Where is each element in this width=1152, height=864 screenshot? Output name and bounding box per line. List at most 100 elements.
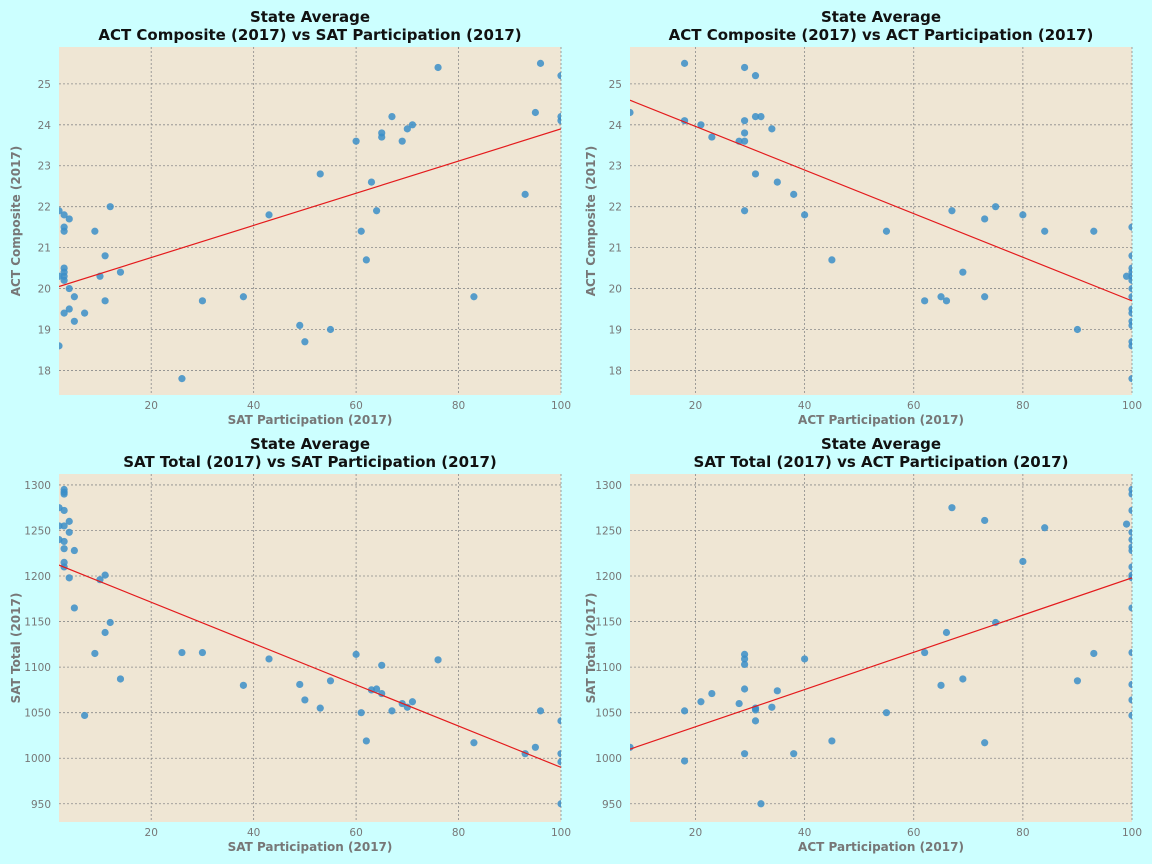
data-point bbox=[1090, 227, 1098, 235]
data-point bbox=[921, 648, 929, 657]
data-point bbox=[357, 227, 365, 235]
data-point bbox=[70, 317, 78, 325]
data-point bbox=[1122, 520, 1131, 528]
data-point bbox=[60, 211, 68, 219]
x-axis-label: SAT Participation (2017) bbox=[228, 840, 393, 854]
data-point bbox=[408, 121, 417, 129]
y-tick-label: 1150 bbox=[595, 617, 622, 629]
marks-layer bbox=[59, 485, 561, 808]
data-point bbox=[1128, 528, 1132, 536]
data-point bbox=[981, 293, 989, 301]
data-point bbox=[352, 137, 360, 145]
x-tick-label: 80 bbox=[1016, 400, 1029, 412]
data-point bbox=[1128, 490, 1132, 498]
data-point bbox=[557, 800, 561, 808]
data-point bbox=[828, 256, 836, 264]
regression-line bbox=[630, 577, 1132, 750]
regression-line bbox=[59, 564, 561, 768]
data-point bbox=[198, 297, 207, 305]
data-point bbox=[1128, 711, 1132, 720]
chart-title-line: State Average bbox=[821, 435, 941, 453]
data-point bbox=[65, 305, 73, 313]
chart-panel-3: 20 40 60 80 100 950 1000 1050 1100 1150 1200 1250 13… bbox=[9, 435, 571, 854]
data-point bbox=[740, 63, 749, 72]
data-point bbox=[740, 137, 749, 145]
y-tick-label: 25 bbox=[609, 79, 622, 91]
data-point bbox=[882, 709, 891, 717]
y-tick-label: 18 bbox=[38, 365, 51, 377]
data-point bbox=[740, 660, 749, 668]
data-point bbox=[1128, 563, 1132, 571]
data-point bbox=[740, 117, 749, 125]
data-point bbox=[1128, 604, 1132, 612]
x-axis-label: ACT Participation (2017) bbox=[798, 413, 964, 427]
data-point bbox=[81, 309, 89, 317]
data-point bbox=[948, 504, 956, 512]
data-point bbox=[296, 321, 304, 329]
data-point bbox=[1128, 648, 1132, 657]
data-point bbox=[790, 750, 798, 758]
data-point bbox=[801, 211, 809, 219]
x-axis-label: ACT Participation (2017) bbox=[798, 840, 964, 854]
x-tick-label: 60 bbox=[907, 400, 920, 412]
data-point bbox=[959, 268, 967, 276]
y-tick-label: 1200 bbox=[24, 571, 51, 583]
data-point bbox=[735, 699, 743, 708]
data-point bbox=[557, 717, 561, 725]
x-tick-label: 100 bbox=[1122, 827, 1142, 839]
data-point bbox=[372, 207, 381, 215]
data-point bbox=[60, 309, 68, 317]
data-point bbox=[1128, 546, 1132, 555]
x-tick-label: 80 bbox=[452, 827, 465, 839]
marks-layer bbox=[630, 59, 1132, 383]
chart-title-line: State Average bbox=[250, 8, 370, 26]
data-point bbox=[708, 133, 716, 141]
data-point bbox=[1128, 506, 1132, 515]
data-point bbox=[1122, 272, 1131, 280]
marks-layer bbox=[59, 59, 561, 383]
data-point bbox=[59, 342, 63, 350]
data-point bbox=[740, 129, 749, 137]
data-point bbox=[378, 661, 386, 669]
data-point bbox=[362, 737, 370, 745]
data-point bbox=[403, 703, 411, 711]
chart-panel-2: 20 40 60 80 100 18 19 20 21 22 23 24 25 ACT Participa… bbox=[584, 8, 1142, 427]
data-point bbox=[1128, 252, 1132, 260]
y-tick-label: 22 bbox=[38, 202, 51, 214]
data-point bbox=[1128, 276, 1132, 284]
chart-panel-1: 20 40 60 80 100 18 19 20 21 22 23 24 25 SAT Participa… bbox=[9, 8, 571, 427]
data-point bbox=[1019, 557, 1027, 566]
data-point bbox=[536, 707, 545, 715]
x-tick-label: 80 bbox=[452, 400, 465, 412]
data-point bbox=[740, 685, 749, 693]
data-point bbox=[398, 137, 406, 145]
y-tick-label: 950 bbox=[602, 799, 622, 811]
data-point bbox=[65, 517, 73, 525]
data-point bbox=[70, 546, 78, 555]
y-tick-label: 20 bbox=[38, 284, 51, 296]
data-point bbox=[65, 215, 73, 223]
x-tick-label: 60 bbox=[349, 400, 362, 412]
data-point bbox=[65, 574, 73, 582]
data-point bbox=[198, 648, 207, 657]
y-tick-label: 1100 bbox=[595, 662, 622, 674]
data-point bbox=[680, 59, 689, 67]
data-point bbox=[326, 325, 335, 334]
data-point bbox=[388, 113, 396, 121]
data-point bbox=[937, 681, 945, 689]
marks-layer bbox=[630, 485, 1132, 808]
y-axis-label: SAT Total (2017) bbox=[9, 593, 23, 704]
x-tick-label: 100 bbox=[1122, 400, 1142, 412]
data-point bbox=[1090, 649, 1098, 658]
x-tick-label: 40 bbox=[247, 827, 260, 839]
data-point bbox=[557, 750, 561, 758]
x-tick-label: 40 bbox=[798, 400, 811, 412]
data-point bbox=[101, 628, 109, 637]
x-tick-label: 100 bbox=[551, 827, 571, 839]
data-point bbox=[768, 703, 776, 711]
x-tick-label: 80 bbox=[1016, 827, 1029, 839]
data-point bbox=[388, 707, 396, 715]
data-point bbox=[740, 750, 749, 758]
y-tick-label: 1150 bbox=[24, 617, 51, 629]
data-point bbox=[301, 696, 309, 704]
